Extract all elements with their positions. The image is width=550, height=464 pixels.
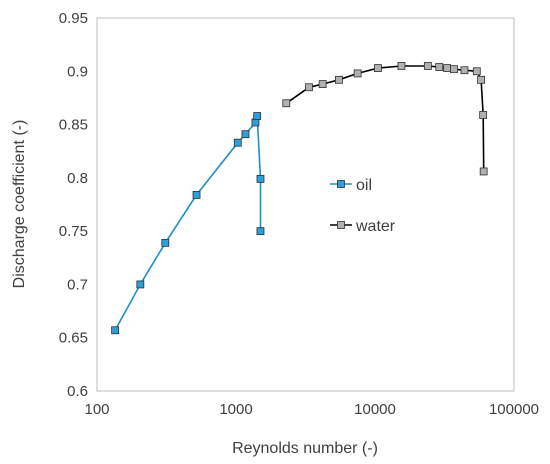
series-layer	[111, 62, 488, 335]
x-tick-label: 10000	[354, 401, 396, 418]
data-point-water	[353, 69, 362, 78]
data-point-water	[335, 75, 343, 84]
x-tick-label: 100	[84, 401, 109, 418]
x-tick-label: 1000	[219, 401, 252, 418]
data-point-oil	[256, 227, 265, 236]
data-point-oil	[253, 112, 262, 120]
data-point-water	[318, 80, 327, 88]
series-line-oil	[114, 115, 262, 331]
y-tick-label: 0.9	[67, 63, 88, 80]
data-point-water	[450, 65, 458, 74]
data-point-water	[479, 111, 488, 119]
data-point-water	[472, 67, 481, 76]
data-point-water	[460, 66, 469, 75]
legend-swatch-marker	[337, 221, 345, 229]
legend-label: oil	[356, 177, 372, 194]
data-point-oil	[136, 280, 145, 289]
y-tick-label: 0.7	[67, 276, 88, 293]
legend-item-water: water	[330, 218, 396, 235]
y-tick-label: 0.8	[67, 170, 88, 187]
x-tick-label: 100000	[489, 401, 539, 418]
legend-swatch-marker	[337, 180, 345, 188]
data-point-water	[397, 62, 406, 70]
data-point-water	[435, 63, 444, 71]
data-point-oil	[251, 118, 260, 127]
data-point-oil	[192, 191, 201, 199]
legend: oil water	[330, 177, 396, 235]
data-point-oil	[233, 138, 242, 147]
y-tick-label: 0.95	[59, 10, 88, 27]
legend-label: water	[355, 218, 396, 235]
data-point-water	[479, 167, 488, 176]
x-axis-title: Reynolds number (-)	[232, 440, 378, 457]
data-point-water	[305, 83, 313, 92]
y-tick-label: 0.6	[67, 383, 88, 400]
data-point-oil	[256, 175, 265, 183]
axis-ticks: 100 1000 10000 100000 0.6 0.65 0.7 0.75 0.8 0.85 0…	[59, 10, 539, 418]
series-water	[282, 62, 488, 176]
legend-item-oil: oil	[330, 177, 372, 194]
data-point-oil	[161, 238, 170, 247]
y-tick-label: 0.85	[59, 117, 88, 134]
y-tick-label: 0.65	[59, 330, 88, 347]
data-point-water	[374, 64, 382, 72]
data-point-oil	[111, 326, 120, 335]
y-axis-title: Discharge coefficient (-)	[11, 120, 28, 289]
data-point-water	[423, 62, 432, 70]
data-point-water	[443, 64, 451, 72]
data-point-water	[282, 99, 291, 108]
series-oil	[111, 112, 265, 335]
series-line-water	[285, 65, 485, 172]
data-point-water	[477, 75, 486, 84]
y-tick-label: 0.75	[59, 223, 88, 240]
data-point-oil	[241, 130, 250, 139]
plot-area	[96, 17, 515, 392]
